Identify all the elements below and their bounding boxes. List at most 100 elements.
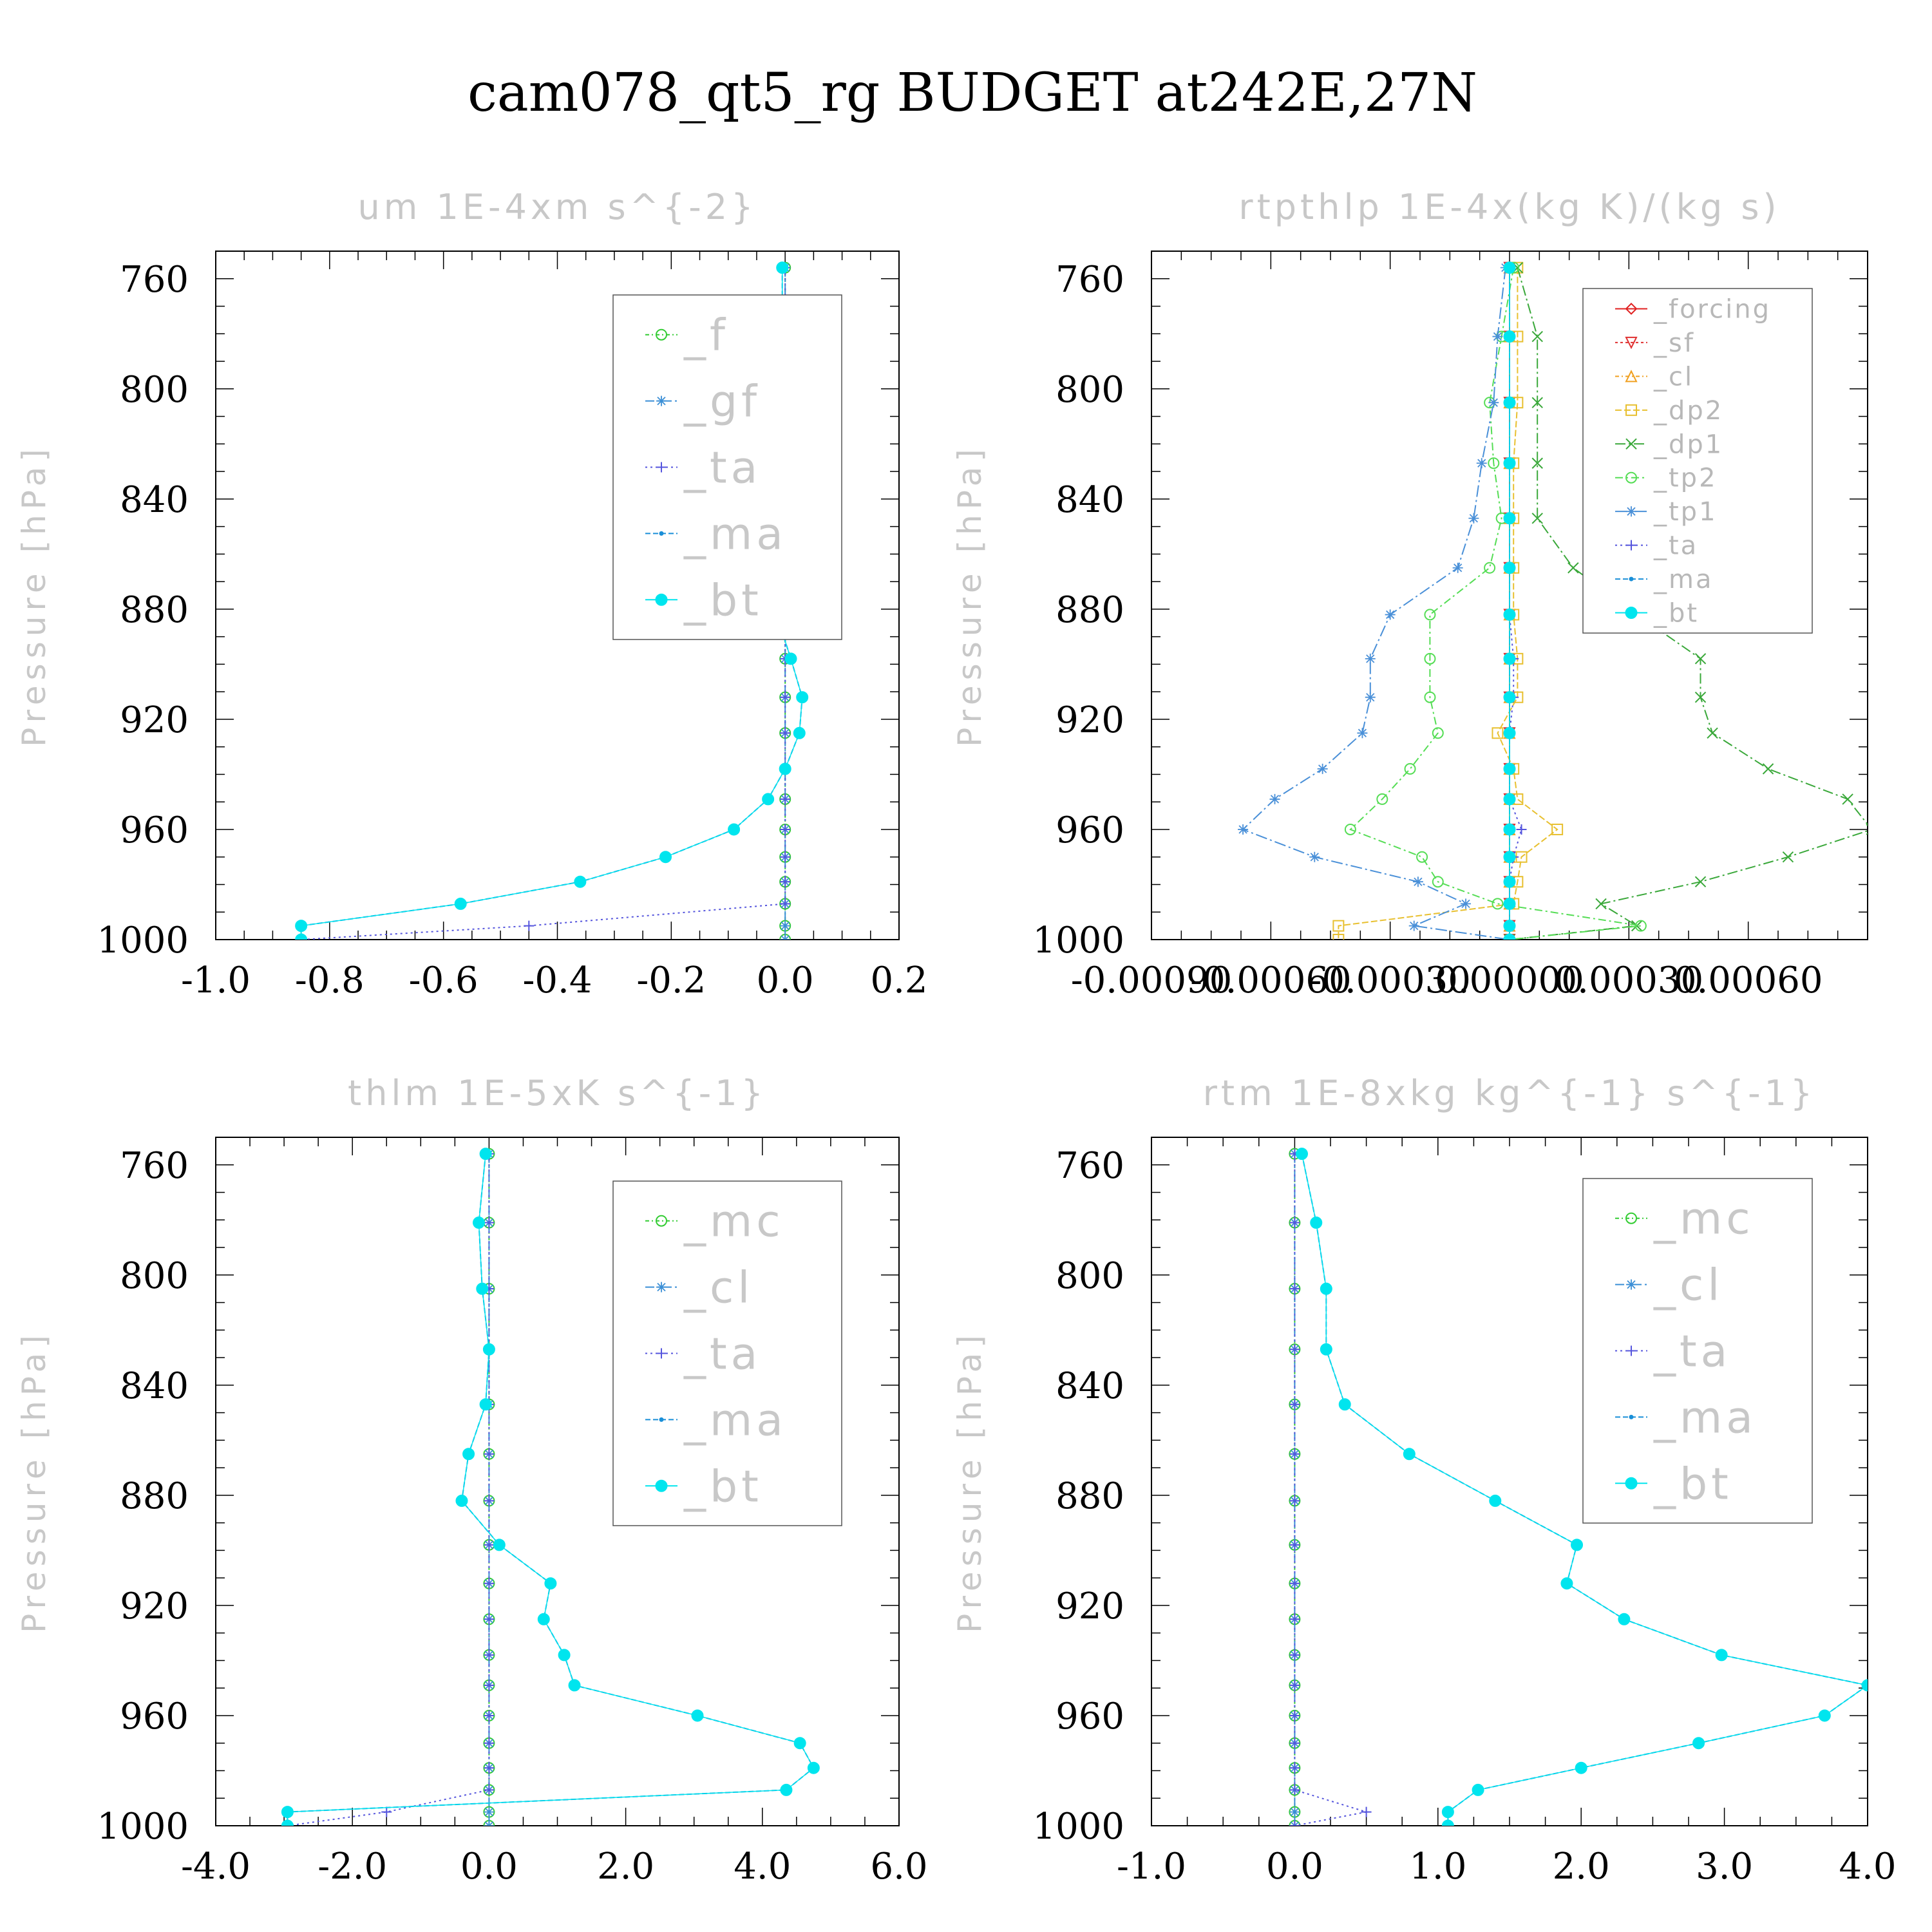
data-point [1289,1806,1300,1817]
series-bt [281,1148,820,1826]
legend-marker [1625,336,1638,350]
x-tick-label: 0.2 [870,960,927,1001]
legend-marker [1625,471,1637,484]
y-tick-label: 760 [120,259,189,301]
y-tick-label: 840 [120,479,189,521]
data-point [484,1539,495,1550]
series-line [1338,267,1558,940]
x-tick-label: -0.00060 [1190,960,1352,1001]
data-point [1338,1398,1351,1411]
data-point [1842,793,1853,805]
data-point [568,1679,581,1692]
data-point [1468,513,1479,524]
series-line [1301,1153,1868,1826]
legend-label: _f [683,310,729,361]
x-tick-label: 3.0 [1696,1846,1753,1888]
series-line [1242,267,1510,940]
x-tick-label: -2.0 [317,1846,387,1888]
data-point [1492,331,1503,342]
data-point [1365,653,1376,664]
data-point [1472,1783,1484,1796]
data-point [1503,793,1516,806]
data-point [1484,562,1496,574]
data-point [1503,652,1516,665]
y-tick-label: 960 [120,1696,189,1738]
x-tick-label: 0.00060 [1674,960,1823,1001]
data-point [1503,920,1516,933]
data-point [484,1821,495,1826]
data-point [1269,793,1280,804]
legend-label: _cl [683,1263,753,1314]
data-point [484,1806,495,1817]
data-point [1503,726,1516,739]
data-point [1461,898,1472,909]
data-point [1289,1495,1300,1506]
data-point [484,1614,495,1625]
legend-label: _sf [1653,328,1695,358]
data-point [1238,824,1249,835]
data-point [295,933,308,940]
data-point [1441,1806,1454,1819]
series-ta [1504,262,1527,940]
legend-marker [1626,540,1636,551]
data-point [1289,1217,1300,1228]
data-point [1289,1785,1300,1795]
y-tick-label: 760 [1056,1145,1124,1187]
x-tick-label: 2.0 [597,1846,654,1888]
y-tick-label: 880 [120,589,189,631]
data-point [479,1148,492,1160]
data-point [1320,1282,1332,1295]
legend: _f _gf _ta _ma _bt [612,294,842,640]
legend: _mc _cl _ta _ma _bt [1582,1178,1813,1524]
data-point [1289,1710,1300,1721]
legend-box [1582,288,1813,634]
data-point [1503,823,1516,836]
data-point [1289,1344,1300,1355]
y-tick-label: 960 [1056,810,1124,851]
data-point [1289,1821,1300,1826]
data-point [1289,1738,1300,1748]
data-point [1707,727,1718,739]
data-point [1595,898,1607,910]
y-tick-label: 800 [1056,1255,1124,1297]
legend-label: _mc [683,1197,784,1247]
legend-label: _ma [1653,565,1713,594]
data-point [1694,653,1707,665]
x-tick-label: -0.4 [523,960,592,1001]
series-line [1509,267,1868,940]
y-tick-label: 840 [120,1365,189,1407]
data-point [484,1738,495,1748]
y-tick-label: 760 [120,1145,189,1187]
data-point [1289,1578,1300,1589]
legend-label: _bt [1653,1459,1732,1510]
data-point [784,652,797,665]
data-point [1531,397,1543,408]
panel-4: rtm 1E-8xkg kg^{-1} s^{-1} Pressure [hPa]… [951,1073,1897,1888]
panel-title: thlm 1E-5xK s^{-1} [348,1073,767,1113]
y-tick-label: 880 [1056,589,1124,631]
legend-label: _ta [683,443,761,494]
legend-label: _bt [683,1461,762,1512]
legend-marker [659,531,664,536]
x-tick-label: -1.0 [1117,1846,1186,1888]
legend-marker [1625,1477,1638,1490]
legend-label: _ta [683,1329,761,1380]
data-point [1503,691,1516,704]
data-point [1289,1283,1300,1294]
data-point [454,897,467,910]
data-point [1332,920,1345,932]
data-point [1618,1613,1631,1625]
series-line [287,1153,490,1826]
data-point [1452,562,1463,573]
y-axis-label: Pressure [hPa] [951,1330,989,1633]
legend-label: _mc [1653,1194,1754,1245]
y-tick-label: 840 [1056,1365,1124,1407]
data-point [1289,1649,1300,1660]
data-point [544,1577,557,1590]
data-point [574,875,587,888]
y-tick-label: 1000 [1032,920,1124,961]
legend: _mc _cl _ta _ma _bt [612,1180,842,1526]
x-tick-label: 0.0 [460,1846,518,1888]
legend-marker [1629,576,1634,582]
